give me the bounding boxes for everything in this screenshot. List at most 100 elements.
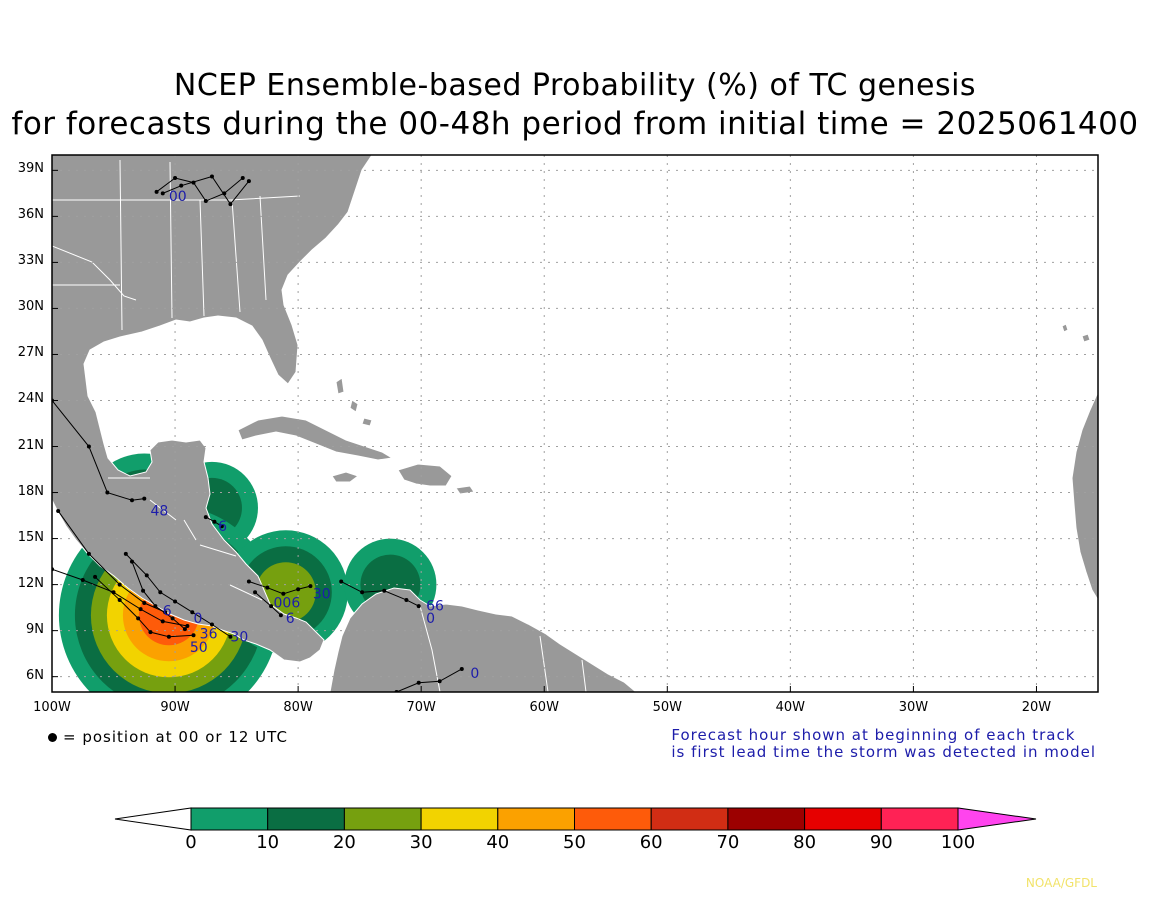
colorbar-label: 10 [256,832,280,853]
track-position-dot [129,559,134,564]
track-position-dot [416,604,421,609]
track-position-dot [123,551,128,556]
forecast-note: Forecast hour shown at beginning of each… [671,727,1096,761]
colorbar-segment [343,807,422,831]
track-position-dot [212,519,217,524]
map-frame [51,154,1099,693]
political-borders [52,159,587,692]
track-position-dot [105,490,110,495]
track-position-dot [160,619,165,624]
track-position-dot [382,588,387,593]
track-position-dot [170,616,175,621]
track-position-dot [360,590,365,595]
lon-label: 40W [775,700,806,715]
lat-label: 9N [26,621,44,637]
track-position-dot [253,590,258,595]
colorbar-segment [650,807,729,831]
graticule [52,155,1098,692]
track-position-dot [219,524,224,529]
colorbar-label: 100 [940,832,976,853]
track-label: 6 [218,519,227,535]
track-position-dot [142,496,147,501]
bahamas-land [335,377,373,427]
track-position-dot [148,630,153,635]
track-position-dot [93,574,98,579]
track-label: 006 [274,596,301,612]
lat-label: 18N [17,483,44,499]
track-position-dot [209,622,214,627]
colorbar-segment [727,807,806,831]
colorbar-segment [574,807,652,831]
forecast-note-line2: is first lead time the storm was detecte… [671,743,1096,761]
colorbar-label: 40 [486,832,510,853]
colorbar-segment [497,807,575,831]
track-position-dot [117,597,122,602]
south-america-land [329,587,637,692]
track-position-dot [191,633,196,638]
track-position-dot [141,588,146,593]
track-label: 66 [426,599,444,615]
forecast-note-line1: Forecast hour shown at beginning of each… [671,726,1076,744]
track-position-dot [278,613,283,618]
track-position-dot [173,176,178,181]
track-label: 36 [200,626,218,642]
credit-text: NOAA/GFDL [1025,876,1097,890]
colorbar-label: 90 [869,832,893,853]
track-position-dot [228,202,233,207]
storm-tracks [52,174,464,692]
lat-label: 12N [17,575,44,591]
track-label: 30 [313,586,331,602]
track-label: 0 [194,611,203,627]
lat-label: 30N [17,299,44,315]
lat-label: 15N [17,529,44,545]
colorbar-segment [880,807,959,831]
central-america-borders [108,477,263,601]
puerto-rico-land [455,485,475,495]
track-position-dot [153,604,158,609]
track-position-dot [269,604,274,609]
track-position-dot [246,179,251,184]
colorbar-label: 30 [409,832,433,853]
track-position-dot [80,577,85,582]
lon-label: 100W [33,700,71,715]
track-position-dot [136,616,141,621]
track-position-dot [281,591,286,596]
track-label: 6 [163,603,172,619]
track-position-dot [416,680,421,685]
colorbar-segment [420,807,499,831]
colorbar-label: 80 [793,832,817,853]
track-position-dot [179,183,184,188]
track-label: 48 [150,504,168,520]
track-position-dot [240,176,245,181]
lon-label: 20W [1021,700,1052,715]
lon-label: 30W [898,700,929,715]
africa-land [1071,391,1098,601]
track-position-dot [138,607,143,612]
track-position-dot [265,585,270,590]
track-label: 50 [190,640,208,656]
lon-label: 90W [160,700,190,715]
track-position-dot [203,515,208,520]
lon-label: 60W [529,700,559,715]
track-position-dot [308,584,313,589]
cuba-land [237,415,394,461]
position-legend-text: = position at 00 or 12 UTC [63,728,288,746]
colorbar-segment [267,807,345,831]
track-position-dot [190,610,195,615]
track-position-dot [86,444,91,449]
track-position-dot [182,627,187,632]
colorbar-segment [190,807,269,831]
jamaica-land [331,471,360,483]
colorbar-label: 0 [185,832,197,853]
track-label: 30 [230,629,248,645]
position-legend: = position at 00 or 12 UTC [48,728,288,746]
lat-label: 21N [17,437,44,453]
track-position-dot [173,599,178,604]
track-position-dot [158,590,163,595]
south-america-borders [419,605,587,692]
track-position-dot [404,597,409,602]
track-label: 0 [426,611,435,627]
position-dot-icon [48,733,57,742]
track-position-dot [246,579,251,584]
